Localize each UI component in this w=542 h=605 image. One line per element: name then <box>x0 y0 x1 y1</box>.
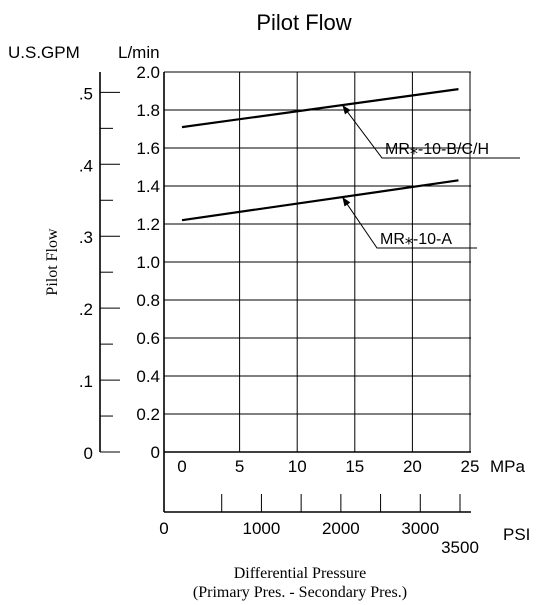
grid-lines <box>164 71 471 452</box>
mpa-tick-label: 5 <box>235 457 244 476</box>
y-axis-label: Pilot Flow <box>44 228 61 296</box>
series-line-1 <box>181 88 459 129</box>
callout-arrowhead <box>342 197 351 207</box>
gpm-tick-labels: .5 .4 .3 .2 .1 0 <box>79 84 93 463</box>
lmin-tick-label: 2.0 <box>136 63 160 82</box>
y-unit-gpm: U.S.GPM <box>8 43 80 62</box>
callout-arrowhead <box>342 105 351 115</box>
lmin-tick-label: 0.4 <box>136 367 160 386</box>
y-unit-lmin: L/min <box>118 43 160 62</box>
lmin-tick-label: 1.6 <box>136 139 160 158</box>
psi-tick-label: 3000 <box>401 519 439 538</box>
lmin-tick-labels: 2.0 1.8 1.6 1.4 1.2 1.0 0.8 0.6 0.4 0.2 0 <box>136 63 160 462</box>
lmin-tick-label: 0.6 <box>136 329 160 348</box>
gpm-tick-label: .5 <box>79 84 93 103</box>
mpa-tick-label: 10 <box>288 457 307 476</box>
psi-tick-label: 3500 <box>441 538 479 557</box>
series-callout-leader <box>341 104 520 159</box>
psi-tick-label: 1000 <box>243 519 281 538</box>
gpm-tick-label: .4 <box>79 156 93 175</box>
x-axis-label-line1: Differential Pressure <box>234 565 367 582</box>
series-callout-leader <box>341 196 477 249</box>
mpa-tick-label: 15 <box>345 457 364 476</box>
mpa-unit-label: MPa <box>490 457 526 476</box>
psi-tick-label: 2000 <box>322 519 360 538</box>
lmin-tick-label: 0 <box>151 443 160 462</box>
series-line-2 <box>181 179 459 222</box>
chart-title: Pilot Flow <box>256 10 351 35</box>
gpm-tick-label: .3 <box>79 228 93 247</box>
lmin-tick-label: 0.8 <box>136 291 160 310</box>
gpm-axis <box>99 72 120 453</box>
mpa-tick-label: 25 <box>461 457 480 476</box>
psi-unit-label: PSI <box>503 525 530 544</box>
lmin-tick-label: 1.8 <box>136 101 160 120</box>
gpm-tick-label: .1 <box>79 372 93 391</box>
psi-tick-label: 0 <box>159 519 168 538</box>
series-label: MR⁎-10-B/C/H <box>385 141 489 158</box>
mpa-tick-labels: 0 5 10 15 20 25 <box>177 457 479 476</box>
x-axis-label-line2: (Primary Pres. - Secondary Pres.) <box>193 584 407 601</box>
lmin-tick-label: 1.4 <box>136 177 160 196</box>
psi-axis <box>163 452 471 513</box>
gpm-tick-label: 0 <box>84 444 93 463</box>
gpm-tick-label: .2 <box>79 300 93 319</box>
series-group: MR⁎-10-B/C/H MR⁎-10-A <box>181 88 520 249</box>
mpa-tick-label: 0 <box>177 457 186 476</box>
lmin-tick-label: 1.0 <box>136 253 160 272</box>
lmin-tick-label: 1.2 <box>136 215 160 234</box>
series-label: MR⁎-10-A <box>380 231 452 248</box>
mpa-tick-label: 20 <box>403 457 422 476</box>
lmin-tick-label: 0.2 <box>136 405 160 424</box>
